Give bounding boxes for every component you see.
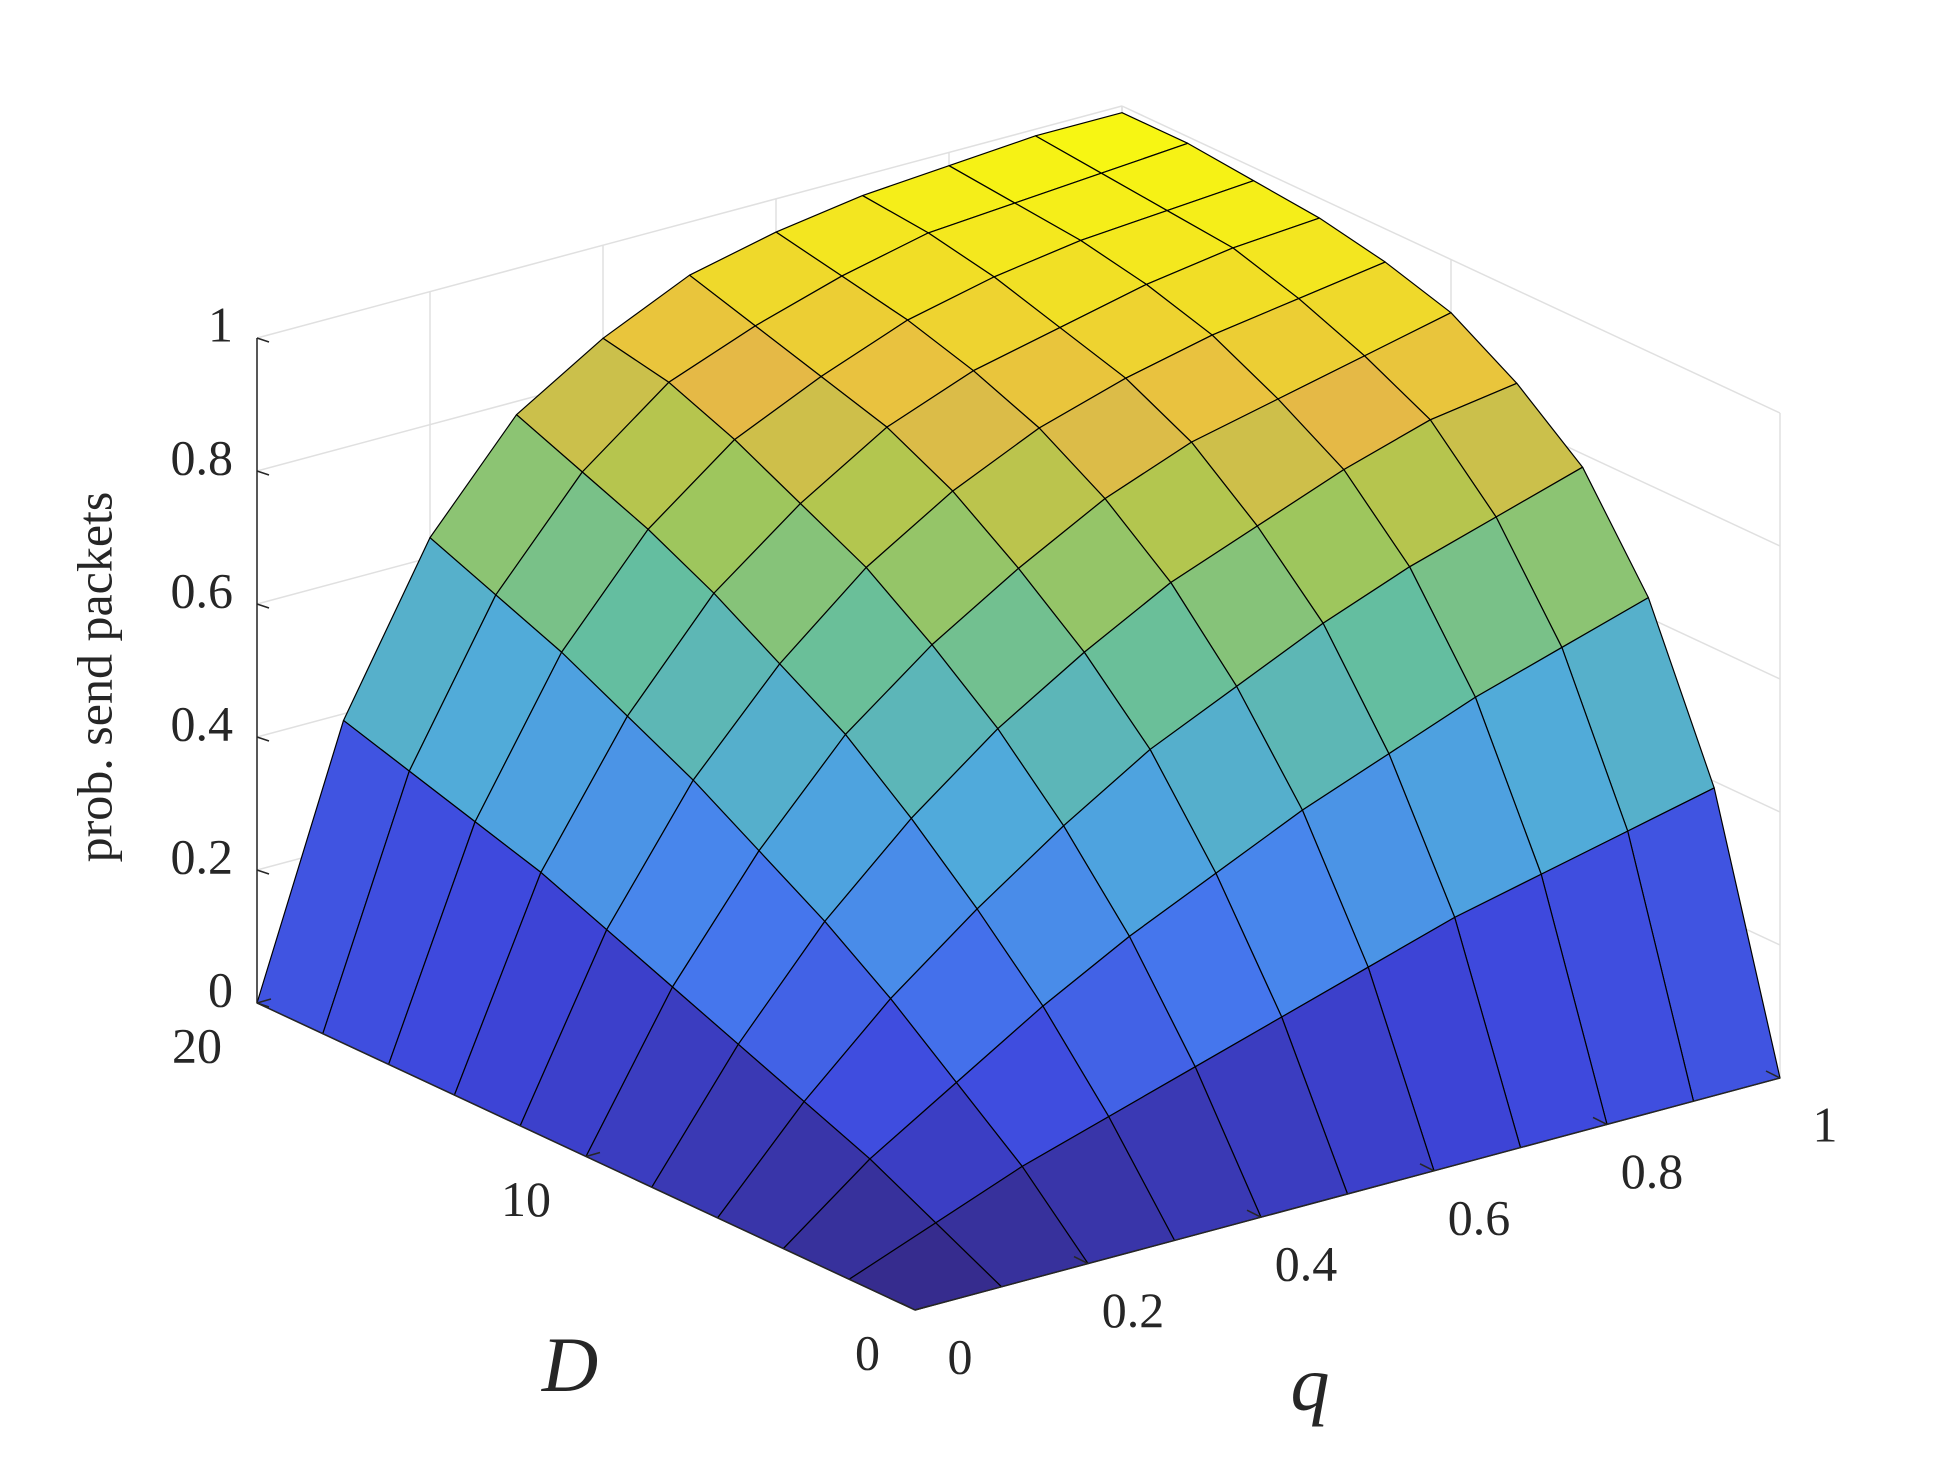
x-tick-label: 10 [501, 1171, 551, 1227]
grid-line [256, 105, 1123, 339]
x-tick [585, 1151, 601, 1158]
z-tick [256, 337, 270, 343]
z-tick [256, 603, 270, 609]
z-tick [256, 1002, 270, 1008]
y-tick-label: 0.6 [1448, 1189, 1511, 1245]
z-axis-label: prob. send packets [66, 492, 122, 863]
z-tick [256, 736, 270, 742]
x-tick [256, 998, 272, 1004]
y-tick [1765, 1070, 1781, 1079]
y-tick [1073, 1255, 1089, 1265]
z-tick-label: 0.6 [171, 562, 234, 618]
z-tick-label: 0 [208, 961, 233, 1017]
y-tick [1419, 1163, 1435, 1172]
y-axis-line [914, 1077, 1781, 1311]
x-axis-label: D [541, 1321, 598, 1408]
y-tick [900, 1302, 916, 1311]
z-tick-label: 0.2 [171, 828, 234, 884]
z-tick-label: 0.8 [171, 429, 234, 485]
y-tick [1592, 1116, 1608, 1126]
y-tick [1246, 1209, 1262, 1218]
y-tick-label: 0.4 [1275, 1236, 1338, 1292]
x-tick-label: 20 [172, 1017, 222, 1073]
x-tick-label: 0 [855, 1324, 880, 1380]
z-tick [256, 470, 270, 476]
y-tick-label: 0.8 [1621, 1143, 1684, 1199]
z-tick-label: 0.4 [171, 695, 234, 751]
y-tick-label: 0.2 [1102, 1282, 1165, 1338]
y-axis-label: q [1291, 1340, 1330, 1427]
y-tick-label: 0 [948, 1328, 973, 1384]
z-tick-label: 1 [208, 296, 233, 352]
y-tick-label: 1 [1813, 1096, 1838, 1152]
z-tick [256, 869, 270, 875]
x-tick [914, 1305, 930, 1311]
